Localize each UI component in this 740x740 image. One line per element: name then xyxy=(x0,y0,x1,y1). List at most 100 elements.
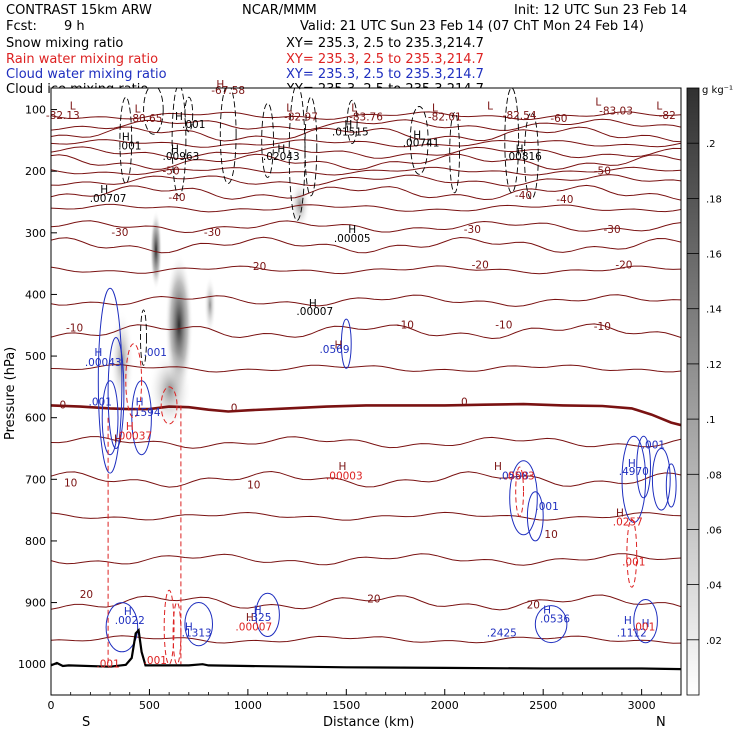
isotherm-line xyxy=(51,236,681,254)
snow-contour xyxy=(219,88,237,184)
rain-contours xyxy=(107,343,638,665)
colorbar-tick-label: .18 xyxy=(706,194,722,205)
temperature-label: 0 xyxy=(59,399,66,411)
isotherm-line xyxy=(51,203,681,213)
field-name-snow: Snow mixing ratio xyxy=(6,36,123,51)
endpoint-north: N xyxy=(656,715,666,730)
freezing-level-line xyxy=(51,402,681,427)
snow-ice-label: .01515 xyxy=(332,127,369,139)
cloud-water-contour xyxy=(633,599,658,644)
snow-ice-label: .001 xyxy=(118,141,141,153)
snow-ice-label: .00707 xyxy=(90,193,127,205)
rain-label: .0503 xyxy=(505,470,535,482)
snow-contours xyxy=(119,88,539,366)
snow-contour xyxy=(171,88,187,197)
cloud-water-label: .0536 xyxy=(540,613,570,625)
snow-ice-label: .00963 xyxy=(163,151,200,163)
center-title: NCAR/MMM xyxy=(242,3,317,18)
extremum-label: H xyxy=(334,340,342,352)
cloud-water-label: .0569 xyxy=(319,344,349,356)
x-tick-label: 0 xyxy=(48,699,55,712)
colorbar-tick-label: .1 xyxy=(706,415,716,426)
snow-ice-label: .00005 xyxy=(334,233,371,245)
temperature-label: -20 xyxy=(472,260,489,272)
extremum-label: L xyxy=(487,101,493,113)
cloud-water-label: H xyxy=(642,618,650,630)
y-tick-label: 300 xyxy=(25,227,46,240)
snow-ice-label: .001 xyxy=(182,119,205,131)
rain-label: .00003 xyxy=(326,470,363,482)
cloud-water-contour xyxy=(534,605,568,644)
temperature-label: -40 xyxy=(168,192,185,204)
cloud-water-contour xyxy=(636,435,651,499)
cloud-water-label: .00043 xyxy=(85,357,122,369)
cloud-water-label: .2425 xyxy=(487,628,517,640)
cloud-water-contour xyxy=(651,448,671,511)
snow-ice-label: .00007 xyxy=(296,306,333,318)
forecast-label: Fcst: xyxy=(6,19,37,34)
temperature-label: -82.54 xyxy=(503,110,537,122)
rain-label: .00037 xyxy=(115,430,152,442)
isotherm-line xyxy=(51,184,681,201)
isotherm-line xyxy=(51,323,681,340)
colorbar-unit: g kg⁻¹ xyxy=(702,85,733,96)
cloud-water-contour xyxy=(255,592,280,638)
y-tick-label: 500 xyxy=(25,350,46,363)
temperature-label: -80.65 xyxy=(129,113,163,125)
temperature-label: -10 xyxy=(66,322,83,334)
rain-label: .00007 xyxy=(235,621,272,633)
snow-contour xyxy=(140,309,147,366)
cloud-water-label: .1594 xyxy=(130,407,160,419)
colorbar-ticks: .02 .04 .06 .08 .1 .12 .14 .16 .18 .2 xyxy=(687,139,722,647)
cloud-water-label: H xyxy=(124,606,132,618)
y-tick-label: 1000 xyxy=(18,658,46,671)
isotherm-line xyxy=(51,139,681,148)
temperature-label: 20 xyxy=(527,600,540,612)
rain-contour xyxy=(172,602,182,665)
field-xy-cloud-water: XY= 235.3, 2.5 to 235.3,214.7 xyxy=(286,67,484,82)
cloud-water-contour xyxy=(101,380,119,456)
snow-ice-label: H xyxy=(277,144,285,156)
snow-ice-label: H xyxy=(122,131,130,143)
temperature-label: -50 xyxy=(594,165,611,177)
temperature-label: -30 xyxy=(111,227,128,239)
isotherm-line xyxy=(51,635,681,644)
y-tick-label: 100 xyxy=(25,104,46,117)
y-tick-label: 400 xyxy=(25,288,46,301)
snow-ice-label: H xyxy=(348,224,356,236)
snow-contour xyxy=(409,106,429,175)
ice-shading xyxy=(110,180,310,430)
snow-ice-label: H xyxy=(516,144,524,156)
cloud-water-label: H xyxy=(185,621,193,633)
x-axis-label: Distance (km) xyxy=(323,715,414,730)
cloud-water-contour xyxy=(340,318,352,369)
y-tick-label: 800 xyxy=(25,535,46,548)
temperature-label: -82.97 xyxy=(284,112,318,124)
snow-contour xyxy=(449,112,460,194)
isotherm-line xyxy=(51,153,681,171)
colorbar-tick-label: .06 xyxy=(706,526,722,537)
x-tick-label: 1500 xyxy=(332,699,360,712)
y-axis-label: Pressure (hPa) xyxy=(3,347,18,440)
isotherm-line xyxy=(51,118,681,131)
temperature-label: -10 xyxy=(495,319,512,331)
snow-contour xyxy=(143,88,164,135)
snow-ice-label: H xyxy=(100,184,108,196)
colorbar-tick-label: .14 xyxy=(706,305,722,316)
temperature-label: -40 xyxy=(556,194,573,206)
terrain-line xyxy=(51,627,681,671)
isotherm-line xyxy=(51,126,681,143)
forecast-hours: 9 h xyxy=(64,19,85,34)
cloud-water-contour xyxy=(105,602,139,653)
x-tick-label: 1000 xyxy=(234,699,262,712)
colorbar-tick-label: .08 xyxy=(706,470,722,481)
extremum-label: L xyxy=(656,101,662,113)
cloud-water-label: .4970 xyxy=(619,466,649,478)
colorbar-tick-label: .16 xyxy=(706,250,722,261)
contour-labels: -67.58-82.13 -80.65 -82.97 -83.76 -82.01 -82.… xyxy=(46,79,676,670)
cloud-water-contour xyxy=(184,602,213,647)
cloud-water-label: H xyxy=(543,605,551,617)
isotherm-line xyxy=(51,364,681,373)
init-time: Init: 12 UTC Sun 23 Feb 14 xyxy=(514,3,687,18)
y-tick-label: 600 xyxy=(25,412,46,425)
